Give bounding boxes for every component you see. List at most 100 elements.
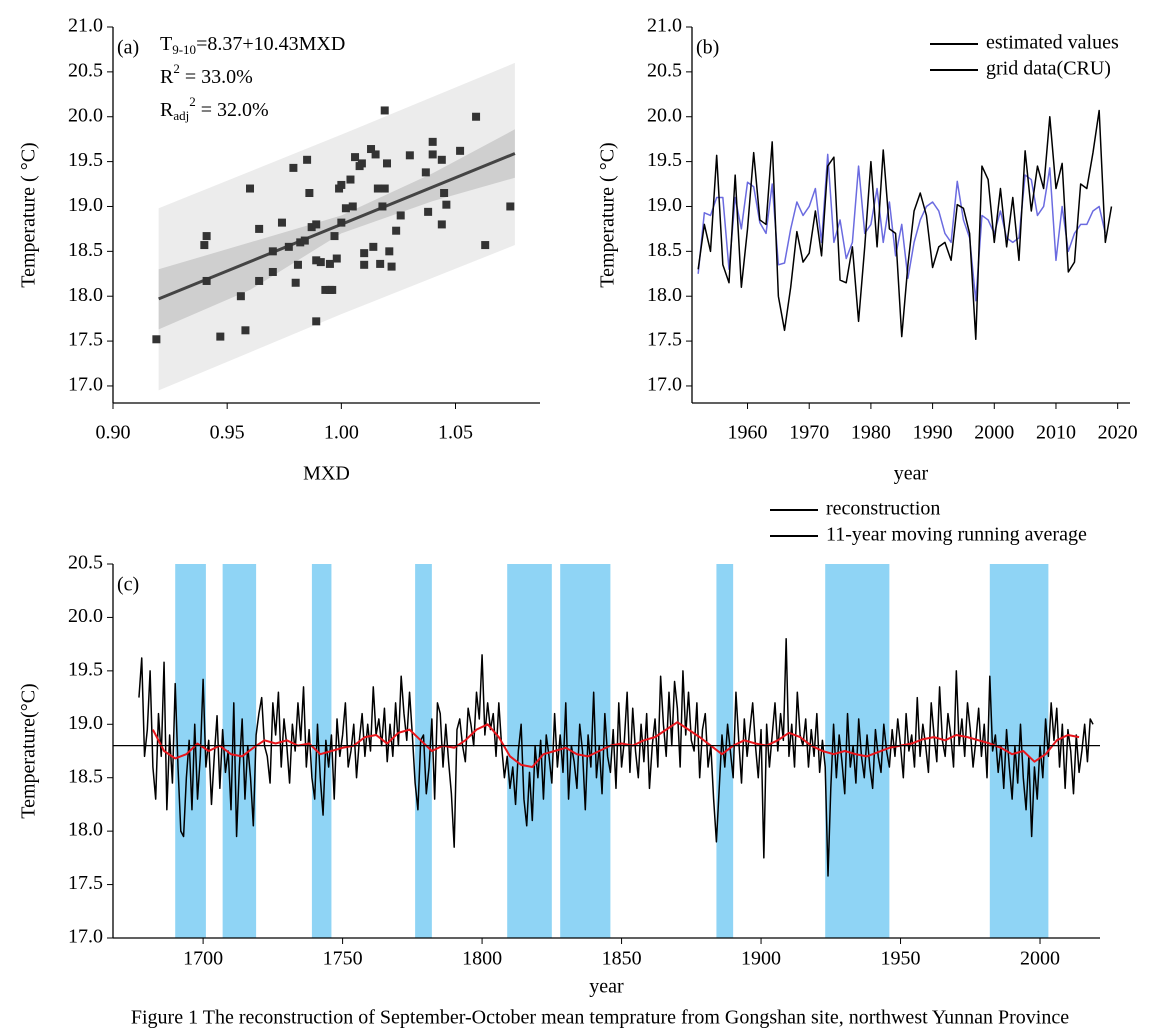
x-tick-label: 1960 xyxy=(728,422,768,444)
x-tick-label: 0.95 xyxy=(210,422,245,444)
x-tick-label: 1750 xyxy=(323,948,363,970)
y-axis-title: Temperature ( °C) xyxy=(597,142,619,287)
x-tick-label: 1.00 xyxy=(324,422,359,444)
point xyxy=(328,285,337,294)
point xyxy=(421,168,430,177)
point xyxy=(289,163,298,172)
panel: reconstruction 11-year moving running ave… xyxy=(18,498,1100,998)
fit-line xyxy=(158,152,516,301)
x-axis-title: year xyxy=(894,463,929,485)
point xyxy=(385,247,394,256)
y-tick-label: 17.5 xyxy=(68,872,103,894)
y-tick-label: 21.0 xyxy=(68,15,103,37)
x-tick-label: 1850 xyxy=(602,948,642,970)
annotation: R2 = 33.0% xyxy=(160,61,253,88)
caption: Figure 1 The reconstruction of September… xyxy=(131,1007,1069,1029)
panel-label: (b) xyxy=(696,37,719,59)
point xyxy=(369,242,378,251)
series-line xyxy=(138,638,1094,877)
plot-area xyxy=(152,62,516,391)
point xyxy=(216,332,225,341)
point xyxy=(428,137,437,146)
point xyxy=(380,106,389,115)
y-tick-label: 18.5 xyxy=(647,239,682,261)
x-tick-label: 1900 xyxy=(741,948,781,970)
point xyxy=(307,223,316,232)
point xyxy=(437,155,446,164)
x-tick-label: 1980 xyxy=(851,422,891,444)
y-tick-label: 17.5 xyxy=(647,329,682,351)
x-axis-title: MXD xyxy=(303,463,350,485)
y-tick-label: 20.0 xyxy=(68,104,103,126)
annotation-base: R xyxy=(160,99,174,121)
y-axis-title: Temperature(°C) xyxy=(18,683,40,818)
y-tick-label: 17.0 xyxy=(68,926,103,948)
y-tick-label: 19.0 xyxy=(647,194,682,216)
point xyxy=(321,285,330,294)
x-tick-label: 1.05 xyxy=(438,422,473,444)
point xyxy=(348,202,357,211)
point xyxy=(341,204,350,213)
y-tick-label: 20.5 xyxy=(68,59,103,81)
y-tick-label: 20.0 xyxy=(647,104,682,126)
y-tick-label: 18.0 xyxy=(68,819,103,841)
y-tick-label: 17.5 xyxy=(68,329,103,351)
point xyxy=(424,207,433,216)
point xyxy=(371,150,380,159)
point xyxy=(332,254,341,263)
point xyxy=(383,159,392,168)
point xyxy=(360,260,369,269)
panel-label: (c) xyxy=(117,574,139,596)
y-tick-label: 19.5 xyxy=(647,149,682,171)
point xyxy=(284,242,293,251)
annotation-text: = 32.0% xyxy=(196,99,269,121)
series-line xyxy=(152,721,1080,769)
point xyxy=(246,184,255,193)
point xyxy=(152,335,161,344)
point xyxy=(392,226,401,235)
point xyxy=(396,211,405,220)
annotation-base: T xyxy=(160,33,172,55)
point xyxy=(481,241,490,250)
point xyxy=(296,238,305,247)
y-tick-label: 19.5 xyxy=(68,149,103,171)
x-tick-label: 2020 xyxy=(1098,422,1138,444)
series-line xyxy=(697,109,1113,341)
y-tick-label: 19.5 xyxy=(68,658,103,680)
y-tick-label: 17.0 xyxy=(647,374,682,396)
y-tick-label: 18.0 xyxy=(647,284,682,306)
x-tick-label: 2000 xyxy=(974,422,1014,444)
point xyxy=(367,145,376,154)
point xyxy=(506,202,515,211)
point xyxy=(255,224,264,233)
shaded-period xyxy=(415,564,432,938)
point xyxy=(387,262,396,271)
legend-label: grid data(CRU) xyxy=(986,58,1111,80)
point xyxy=(300,236,309,245)
point xyxy=(330,232,339,241)
point xyxy=(312,220,321,229)
point xyxy=(268,267,277,276)
y-axis-title: Temperature ( °C) xyxy=(18,142,40,287)
y-tick-label: 18.5 xyxy=(68,239,103,261)
point xyxy=(428,150,437,159)
point xyxy=(200,241,209,250)
panel: estimated values grid data(CRU) 17.0 17.5 18… xyxy=(597,15,1138,485)
point xyxy=(376,259,385,268)
point xyxy=(373,184,382,193)
point xyxy=(360,249,369,258)
point xyxy=(346,175,355,184)
point xyxy=(303,155,312,164)
point xyxy=(337,218,346,227)
annotation: Radj2 = 32.0% xyxy=(160,94,269,123)
point xyxy=(442,200,451,209)
shaded-period xyxy=(507,564,552,938)
point xyxy=(316,258,325,267)
y-tick-label: 20.0 xyxy=(68,605,103,627)
point xyxy=(405,151,414,160)
plot-area xyxy=(697,109,1113,341)
point xyxy=(291,278,300,287)
